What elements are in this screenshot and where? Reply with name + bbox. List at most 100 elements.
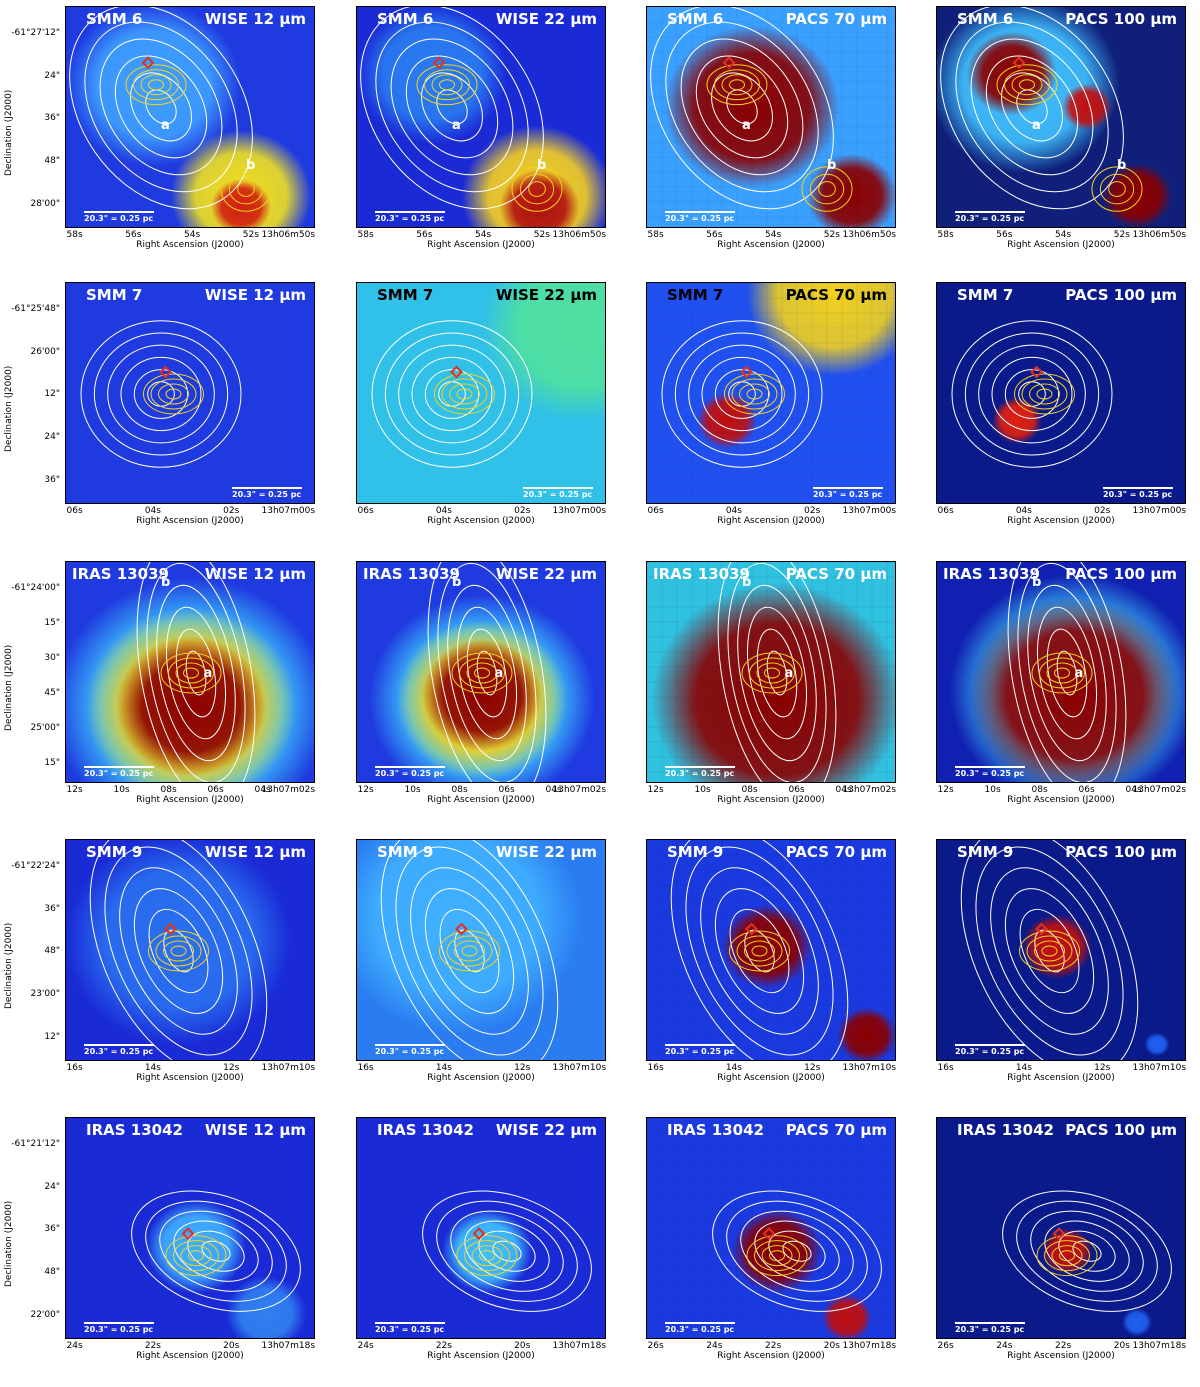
y-tick-label: -61°21'12": [11, 1139, 60, 1149]
x-tick-label: 24s: [66, 1341, 83, 1351]
x-tick-label: 04s: [1125, 785, 1142, 795]
band-label: WISE 12 µm: [204, 10, 306, 28]
x-tick-label: 13h07m00s: [552, 506, 607, 516]
source-name-label: IRAS 13042: [377, 1121, 474, 1139]
image-panel: a b SMM 6 PACS 70 µm 20.3" = 0.25 pc: [646, 6, 896, 228]
image-panel: a b SMM 6 WISE 22 µm 20.3" = 0.25 pc: [356, 6, 606, 228]
x-tick-label: 02s: [804, 506, 821, 516]
scale-bar-line: [523, 487, 593, 489]
source-name-label: SMM 9: [377, 843, 434, 861]
x-tick-label: 13h07m00s: [261, 506, 316, 516]
scale-bar-line: [665, 1322, 735, 1324]
scale-bar-line: [955, 1322, 1025, 1324]
x-axis-label: Right Ascension (J2000): [1007, 1073, 1115, 1083]
x-tick-label: 58s: [647, 230, 664, 240]
image-panel: IRAS 13042 PACS 100 µm 20.3" = 0.25 pc: [936, 1117, 1186, 1339]
x-axis-label: Right Ascension (J2000): [1007, 240, 1115, 250]
source-name-label: SMM 9: [957, 843, 1014, 861]
scale-bar: 20.3" = 0.25 pc: [955, 211, 1025, 223]
source-marker-label: a: [161, 118, 170, 133]
x-tick-label: 08s: [1031, 785, 1048, 795]
x-axis-label: Right Ascension (J2000): [136, 1351, 244, 1361]
intensity-map: [647, 562, 895, 782]
scale-bar-line: [232, 487, 302, 489]
x-tick-label: 24s: [996, 1341, 1013, 1351]
x-tick-label: 08s: [451, 785, 468, 795]
x-tick-label: 13h06m50s: [552, 230, 607, 240]
x-tick-label: 52s: [823, 230, 840, 240]
source-marker-label: b: [537, 157, 547, 173]
scale-bar: 20.3" = 0.25 pc: [523, 487, 593, 499]
band-label: WISE 22 µm: [495, 843, 597, 861]
x-tick-label: 16s: [647, 1063, 664, 1073]
x-tick-label: 58s: [66, 230, 83, 240]
scale-bar-line: [84, 1044, 154, 1046]
scale-bar-text: 20.3" = 0.25 pc: [665, 1047, 735, 1056]
x-tick-label: 06s: [207, 785, 224, 795]
scale-bar-text: 20.3" = 0.25 pc: [84, 214, 154, 223]
intensity-map: [357, 840, 605, 1060]
source-name-label: SMM 6: [667, 10, 724, 28]
x-tick-label: 12s: [804, 1063, 821, 1073]
x-tick-label: 06s: [647, 506, 664, 516]
source-name-label: IRAS 13042: [957, 1121, 1054, 1139]
y-tick-label: 23'00": [30, 989, 60, 999]
scale-bar: 20.3" = 0.25 pc: [375, 1322, 445, 1334]
x-tick-label: 12s: [1094, 1063, 1111, 1073]
x-tick-label: 06s: [937, 506, 954, 516]
source-marker-label: b: [1117, 157, 1127, 173]
band-label: PACS 70 µm: [785, 843, 887, 861]
x-tick-label: 13h07m02s: [552, 785, 607, 795]
band-label: PACS 70 µm: [785, 286, 887, 304]
scale-bar: 20.3" = 0.25 pc: [665, 1322, 735, 1334]
x-tick-label: 24s: [706, 1341, 723, 1351]
band-label: PACS 100 µm: [1065, 286, 1177, 304]
scale-bar-text: 20.3" = 0.25 pc: [375, 769, 445, 778]
scale-bar-line: [84, 211, 154, 213]
x-tick-label: 58s: [937, 230, 954, 240]
x-tick-label: 12s: [514, 1063, 531, 1073]
image-panel: a b SMM 6 WISE 12 µm 20.3" = 0.25 pc: [65, 6, 315, 228]
x-axis-label: Right Ascension (J2000): [427, 516, 535, 526]
image-panel: SMM 7 WISE 22 µm 20.3" = 0.25 pc: [356, 282, 606, 504]
scale-bar-line: [813, 487, 883, 489]
x-tick-label: 04s: [144, 506, 161, 516]
x-tick-label: 13h07m18s: [1132, 1341, 1187, 1351]
y-tick-label: 48": [44, 1267, 60, 1277]
x-tick-label: 16s: [66, 1063, 83, 1073]
scale-bar-line: [955, 1044, 1025, 1046]
y-tick-label: 24": [44, 1181, 60, 1192]
x-tick-label: 14s: [725, 1063, 742, 1073]
scale-bar-text: 20.3" = 0.25 pc: [84, 769, 154, 778]
x-tick-label: 20s: [823, 1341, 840, 1351]
x-tick-label: 56s: [996, 230, 1013, 240]
source-name-label: IRAS 13039: [363, 565, 460, 583]
scale-bar: 20.3" = 0.25 pc: [84, 1044, 154, 1056]
band-label: WISE 22 µm: [495, 1121, 597, 1139]
scale-bar-text: 20.3" = 0.25 pc: [955, 214, 1025, 223]
x-tick-label: 20s: [514, 1341, 531, 1351]
x-tick-label: 12s: [647, 785, 664, 795]
x-tick-label: 13h07m00s: [1132, 506, 1187, 516]
y-tick-label: -61°25'48": [11, 304, 60, 314]
image-panel: IRAS 13042 WISE 22 µm 20.3" = 0.25 pc: [356, 1117, 606, 1339]
x-axis-label: Right Ascension (J2000): [427, 795, 535, 805]
intensity-map: [66, 562, 314, 782]
source-name-label: SMM 6: [957, 10, 1014, 28]
y-axis-label: Declination (J2000): [4, 365, 14, 452]
x-tick-label: 13h07m02s: [842, 785, 897, 795]
x-tick-label: 13h07m10s: [552, 1063, 607, 1073]
x-tick-label: 04s: [1015, 506, 1032, 516]
x-tick-label: 13h07m02s: [1132, 785, 1187, 795]
intensity-map: [647, 7, 895, 227]
x-tick-label: 04s: [254, 785, 271, 795]
source-marker-label: b: [742, 575, 752, 591]
band-label: PACS 100 µm: [1065, 1121, 1177, 1139]
x-axis-label: Right Ascension (J2000): [427, 1073, 535, 1083]
scale-bar: 20.3" = 0.25 pc: [813, 487, 883, 499]
x-tick-label: 02s: [223, 506, 240, 516]
source-marker-label: b: [1032, 575, 1042, 591]
scale-bar-line: [1103, 487, 1173, 489]
scale-bar-line: [375, 1044, 445, 1046]
intensity-map: [66, 840, 314, 1060]
